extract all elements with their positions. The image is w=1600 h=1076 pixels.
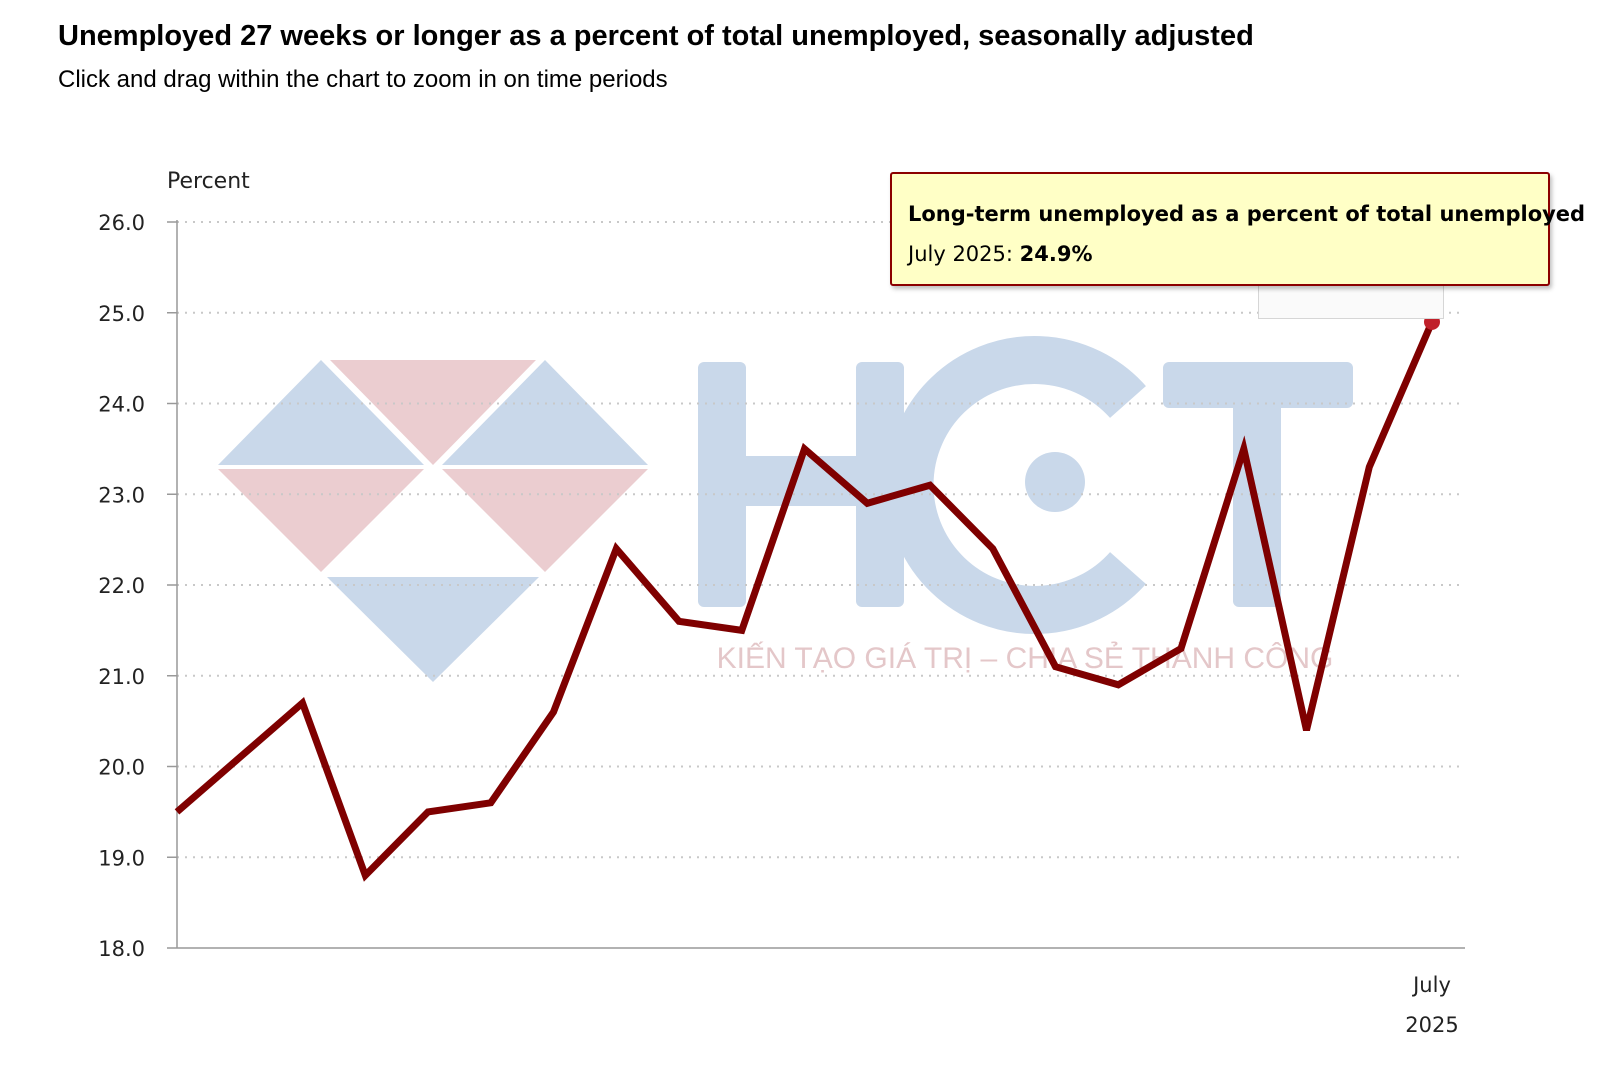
watermark-letter-h-right — [856, 362, 904, 607]
y-tick-label: 21.0 — [98, 665, 145, 689]
data-point[interactable] — [613, 546, 619, 552]
y-tick-labels: 18.0 19.0 20.0 21.0 22.0 23.0 24.0 25.0 26.0 — [98, 211, 177, 961]
hct-watermark-logo: KIẾN TẠO GIÁ TRỊ – CHIA SẺ THÀNH CÔNG — [218, 336, 1353, 682]
data-point[interactable] — [237, 754, 243, 760]
y-tick-label: 20.0 — [98, 756, 145, 780]
watermark-letter-h-left — [698, 362, 746, 607]
y-tick-label: 18.0 — [98, 937, 145, 961]
tooltip-value-row: July 2025: 24.9% — [908, 234, 1548, 274]
data-point[interactable] — [676, 618, 682, 624]
data-point[interactable] — [488, 800, 494, 806]
tooltip-series-name: Long-term unemployed as a percent of tot… — [908, 202, 1586, 226]
data-point[interactable] — [1115, 682, 1121, 688]
chart-subtitle: Click and drag within the chart to zoom … — [58, 66, 668, 93]
tooltip-underlay — [1258, 286, 1444, 319]
x-tick-label-year: 2025 — [1405, 1013, 1458, 1037]
watermark-c-dot — [1025, 452, 1085, 512]
data-point[interactable] — [425, 809, 431, 815]
watermark-tagline: KIẾN TẠO GIÁ TRỊ – CHIA SẺ THÀNH CÔNG — [717, 641, 1334, 675]
data-point[interactable] — [927, 482, 933, 488]
watermark-triangle-blue-left — [218, 360, 424, 465]
data-point[interactable] — [739, 627, 745, 633]
data-point[interactable] — [1304, 727, 1310, 733]
data-point[interactable] — [990, 546, 996, 552]
y-tick-label: 22.0 — [98, 574, 145, 598]
tooltip-date-label: July 2025: — [908, 242, 1020, 266]
data-point[interactable] — [802, 446, 808, 452]
series-line[interactable] — [174, 320, 1436, 882]
data-point[interactable] — [551, 709, 557, 715]
tooltip-value: 24.9% — [1019, 242, 1093, 266]
x-tick-label-month: July — [1411, 973, 1451, 997]
y-tick-label: 19.0 — [98, 846, 145, 870]
y-tick-label: 25.0 — [98, 302, 145, 326]
data-point[interactable] — [864, 500, 870, 506]
y-tick-label: 23.0 — [98, 483, 145, 507]
data-point[interactable] — [362, 872, 368, 878]
watermark-triangle-red-top — [330, 360, 536, 465]
y-tick-label: 26.0 — [98, 211, 145, 235]
watermark-letter-c — [885, 336, 1146, 634]
data-point[interactable] — [174, 809, 180, 815]
data-point[interactable] — [300, 700, 306, 706]
axes: Percent July 2025 — [167, 169, 1465, 1037]
data-point[interactable] — [1178, 646, 1184, 652]
watermark-triangle-blue-bottom — [327, 577, 539, 682]
watermark-letter-t-stem — [1233, 362, 1281, 607]
watermark-triangle-red-left — [218, 469, 424, 572]
watermark-triangle-red-right — [442, 469, 648, 572]
data-point[interactable] — [1366, 464, 1372, 470]
y-axis-label: Percent — [167, 169, 250, 194]
y-tick-label: 24.0 — [98, 393, 145, 417]
watermark-triangle-blue-right — [442, 360, 648, 465]
chart-title: Unemployed 27 weeks or longer as a perce… — [58, 20, 1254, 52]
data-point[interactable] — [1053, 664, 1059, 670]
data-tooltip: Long-term unemployed as a percent of tot… — [890, 172, 1586, 286]
data-point[interactable] — [1241, 446, 1247, 452]
